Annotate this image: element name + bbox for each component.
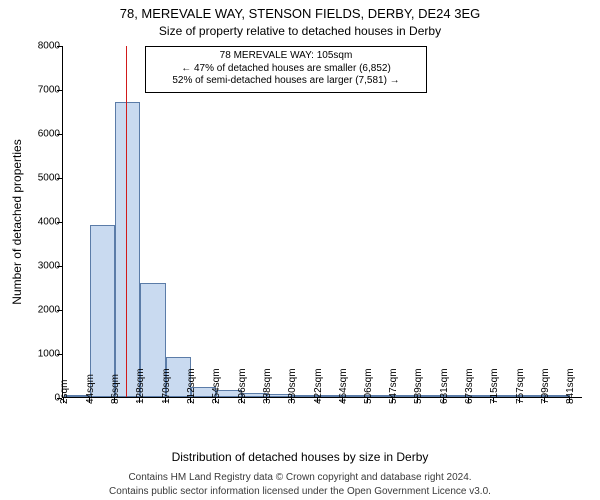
y-tick-mark bbox=[57, 222, 62, 223]
y-tick-mark bbox=[57, 266, 62, 267]
y-tick-label: 5000 bbox=[10, 173, 60, 184]
y-tick-label: 7000 bbox=[10, 85, 60, 96]
y-tick-mark bbox=[57, 134, 62, 135]
bars-container bbox=[63, 46, 582, 397]
callout-line-2: ← 47% of detached houses are smaller (6,… bbox=[152, 63, 420, 76]
y-tick-label: 0 bbox=[10, 393, 60, 404]
y-tick-label: 2000 bbox=[10, 305, 60, 316]
histogram-bar bbox=[115, 102, 140, 397]
footer-line-1: Contains HM Land Registry data © Crown c… bbox=[0, 472, 600, 483]
callout-line-3: 52% of semi-detached houses are larger (… bbox=[152, 75, 420, 88]
y-tick-mark bbox=[57, 354, 62, 355]
reference-line bbox=[126, 46, 127, 397]
chart-title-sub: Size of property relative to detached ho… bbox=[0, 24, 600, 38]
y-tick-mark bbox=[57, 178, 62, 179]
y-tick-mark bbox=[57, 46, 62, 47]
callout-box: 78 MEREVALE WAY: 105sqm ← 47% of detache… bbox=[145, 46, 427, 93]
histogram-bar bbox=[90, 225, 115, 397]
chart-title-main: 78, MEREVALE WAY, STENSON FIELDS, DERBY,… bbox=[0, 6, 600, 21]
y-tick-label: 4000 bbox=[10, 217, 60, 228]
footer-line-2: Contains public sector information licen… bbox=[0, 486, 600, 497]
callout-line-1: 78 MEREVALE WAY: 105sqm bbox=[152, 50, 420, 63]
x-axis-label: Distribution of detached houses by size … bbox=[0, 450, 600, 464]
chart-frame: 78, MEREVALE WAY, STENSON FIELDS, DERBY,… bbox=[0, 0, 600, 500]
y-tick-label: 8000 bbox=[10, 41, 60, 52]
y-tick-label: 6000 bbox=[10, 129, 60, 140]
y-tick-mark bbox=[57, 90, 62, 91]
y-tick-label: 1000 bbox=[10, 349, 60, 360]
plot-area: 78 MEREVALE WAY: 105sqm ← 47% of detache… bbox=[62, 46, 582, 398]
y-tick-label: 3000 bbox=[10, 261, 60, 272]
y-tick-mark bbox=[57, 310, 62, 311]
